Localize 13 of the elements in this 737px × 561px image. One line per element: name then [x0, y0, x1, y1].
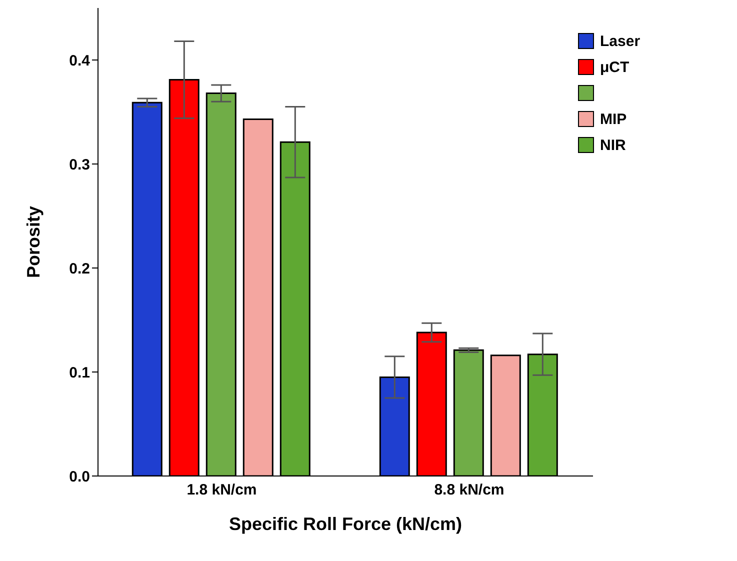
x-axis-title: Specific Roll Force (kN/cm) — [228, 514, 462, 534]
legend-label: μCT — [600, 58, 630, 76]
y-tick-label: 0.0 — [69, 468, 90, 486]
legend-label: NIR — [600, 136, 626, 154]
legend-label: MIP — [600, 110, 627, 128]
y-tick-label: 0.4 — [69, 52, 91, 70]
x-tick-label: 1.8 kN/cm — [186, 482, 257, 499]
y-tick-label: 0.1 — [69, 364, 90, 382]
y-tick-label: 0.3 — [69, 156, 90, 174]
x-tick-label: 8.8 kN/cm — [434, 482, 504, 499]
y-axis-title: Porosity — [23, 206, 44, 278]
y-tick-label: 0.2 — [69, 260, 90, 278]
legend-label: Laser — [600, 32, 640, 50]
